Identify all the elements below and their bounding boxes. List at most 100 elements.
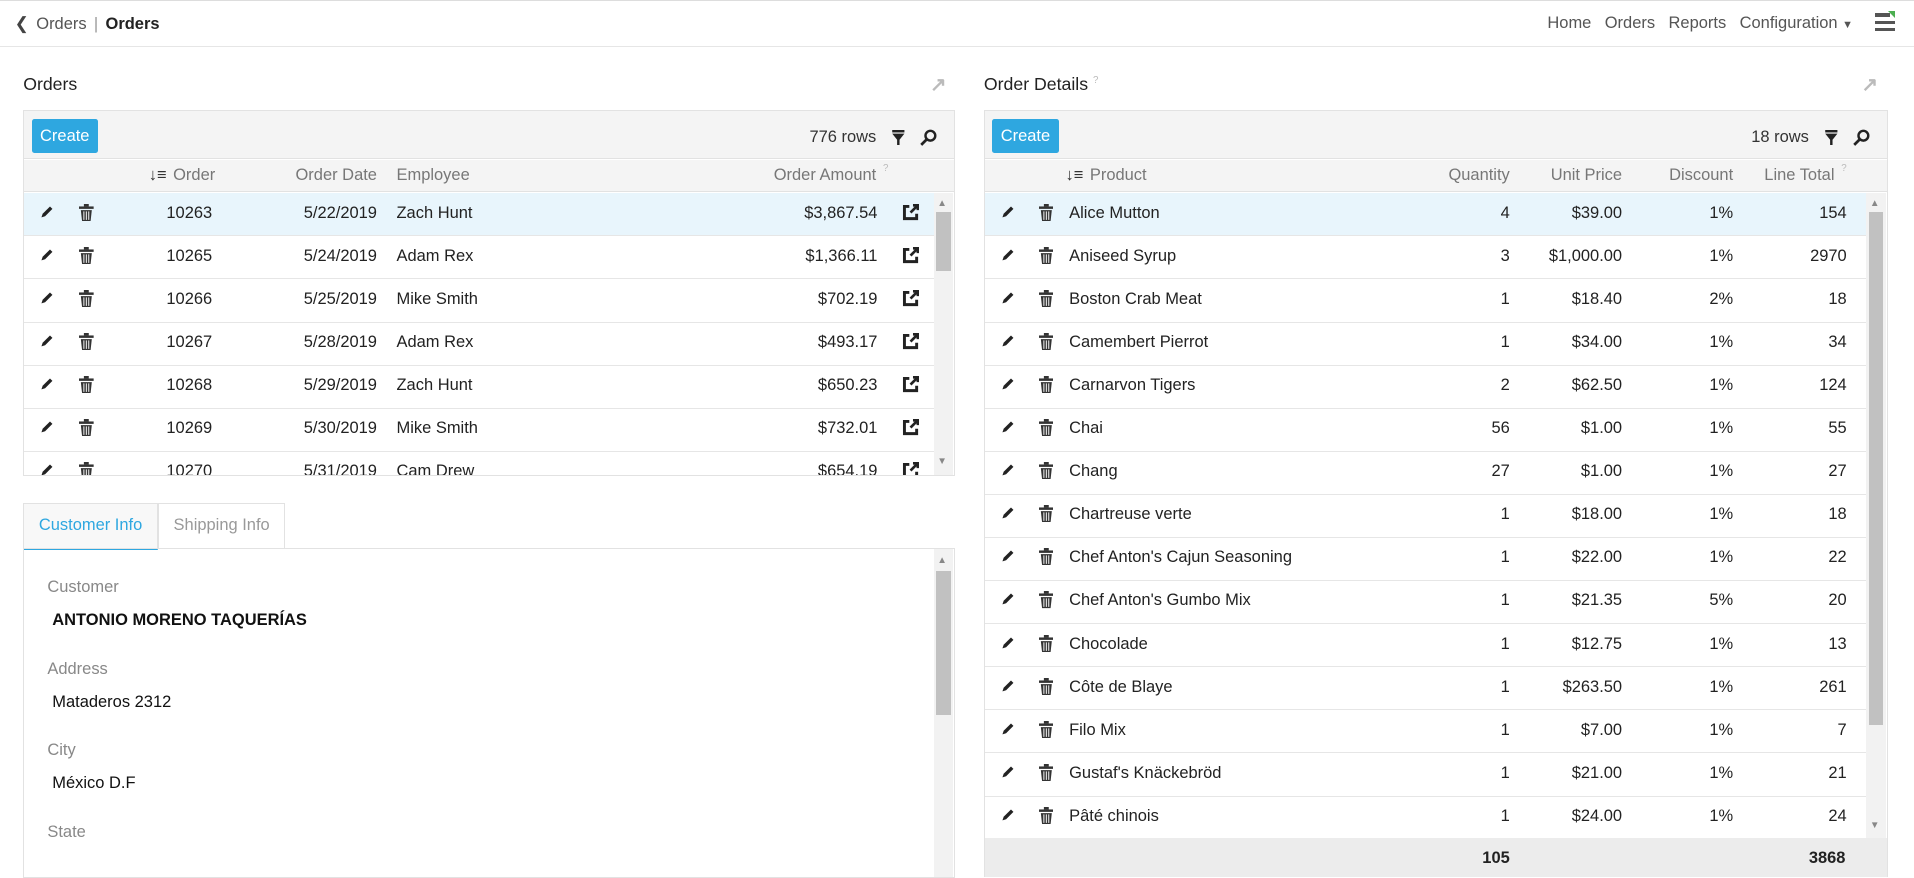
filter-icon[interactable] [891,129,906,146]
delete-icon[interactable] [1038,505,1054,523]
delete-icon[interactable] [1038,806,1054,824]
edit-icon[interactable] [1000,591,1016,607]
edit-icon[interactable] [1000,462,1016,478]
detail-row[interactable]: Gustaf's Knäckebröd 1 $21.00 1% 21 [984,753,1867,797]
delete-icon[interactable] [1038,375,1054,394]
detail-row[interactable]: Chai 56 $1.00 1% 55 [984,408,1867,452]
nav-home[interactable]: Home [1547,14,1592,33]
edit-icon[interactable] [1000,505,1016,521]
col-order-amount[interactable]: Order Amount [773,165,877,184]
nav-orders[interactable]: Orders [1604,14,1656,33]
delete-icon[interactable] [1038,332,1054,350]
delete-icon[interactable] [1038,548,1054,566]
delete-icon[interactable] [1038,203,1054,221]
detail-row[interactable]: Chocolade 1 $12.75 1% 13 [984,624,1867,668]
col-order[interactable]: Order [173,165,216,184]
delete-icon[interactable] [79,246,94,264]
col-product[interactable]: Product [1089,165,1147,184]
help-icon[interactable]: ? [1841,163,1847,175]
delete-icon[interactable] [1038,591,1054,609]
col-discount[interactable]: Discount [1669,165,1734,184]
delete-icon[interactable] [1038,289,1054,307]
delete-icon[interactable] [1038,634,1054,652]
filter-icon[interactable] [1824,129,1839,146]
order-row[interactable]: 10265 5/24/2019 Adam Rex $1,366.11 [24,236,934,280]
delete-icon[interactable] [1038,763,1054,781]
detail-row[interactable]: Pâté chinois 1 $24.00 1% 24 [984,796,1867,840]
open-external-icon[interactable] [902,332,919,350]
col-line-total[interactable]: Line Total [1764,165,1835,184]
detail-row[interactable]: Camembert Pierrot 1 $34.00 1% 34 [984,322,1867,366]
sort-desc-icon[interactable]: ↓≡ [1065,165,1084,184]
create-order-button[interactable]: Create [31,119,98,154]
edit-icon[interactable] [1000,678,1016,694]
order-row[interactable]: 10269 5/30/2019 Mike Smith $732.01 [24,408,934,452]
delete-icon[interactable] [79,332,94,350]
order-row[interactable]: 10263 5/22/2019 Zach Hunt $3,867.54 [24,192,934,237]
delete-icon[interactable] [79,419,94,437]
tab-customer-info[interactable]: Customer Info [23,502,158,550]
help-icon[interactable]: ? [883,163,889,175]
delete-icon[interactable] [1038,419,1054,437]
edit-icon[interactable] [1000,721,1016,737]
edit-icon[interactable] [1000,419,1016,435]
chevron-left-icon[interactable]: ❮ [14,14,29,34]
delete-icon[interactable] [79,375,94,394]
tab-shipping-info[interactable]: Shipping Info [157,502,286,548]
detail-row[interactable]: Chang 27 $1.00 1% 27 [984,451,1867,495]
detail-row[interactable]: Aniseed Syrup 3 $1,000.00 1% 2970 [984,236,1867,280]
edit-icon[interactable] [1000,204,1016,220]
search-icon[interactable] [920,129,937,146]
col-quantity[interactable]: Quantity [1448,165,1510,184]
details-scrollbar[interactable]: ▲ ▼ [1866,192,1886,839]
edit-icon[interactable] [39,376,55,392]
col-order-date[interactable]: Order Date [295,165,377,184]
nav-configuration[interactable]: Configuration ▼ [1740,14,1853,33]
col-unit-price[interactable]: Unit Price [1550,165,1623,184]
hamburger-menu-icon[interactable] [1875,10,1895,33]
create-detail-button[interactable]: Create [992,119,1059,154]
sort-desc-icon[interactable]: ↓≡ [148,165,167,184]
order-row[interactable]: 10270 5/31/2019 Cam Drew $654.19 [24,451,933,475]
nav-reports[interactable]: Reports [1668,14,1727,33]
col-employee[interactable]: Employee [396,165,470,184]
order-row[interactable]: 10267 5/28/2019 Adam Rex $493.17 [24,322,934,366]
edit-icon[interactable] [39,462,55,475]
breadcrumb-parent[interactable]: Orders [36,14,87,33]
delete-icon[interactable] [1038,677,1054,695]
open-external-icon[interactable] [902,203,919,221]
edit-icon[interactable] [39,290,55,306]
delete-icon[interactable] [1038,720,1054,738]
form-scrollbar[interactable]: ▲ [933,549,954,878]
detail-row[interactable]: Côte de Blaye 1 $263.50 1% 261 [984,667,1867,711]
detail-row[interactable]: Chartreuse verte 1 $18.00 1% 18 [984,494,1867,538]
open-external-icon[interactable] [902,462,919,475]
delete-icon[interactable] [1038,246,1054,264]
open-external-icon[interactable] [902,246,919,264]
edit-icon[interactable] [1000,548,1016,564]
open-external-icon[interactable] [902,419,919,436]
search-icon[interactable] [1853,129,1870,146]
detail-row[interactable]: Carnarvon Tigers 2 $62.50 1% 124 [984,365,1867,409]
edit-icon[interactable] [39,204,55,220]
delete-icon[interactable] [79,289,94,307]
edit-icon[interactable] [39,247,55,263]
detail-row[interactable]: Boston Crab Meat 1 $18.40 2% 18 [984,279,1867,323]
edit-icon[interactable] [1000,247,1016,263]
help-icon[interactable]: ? [1093,75,1099,87]
detail-row[interactable]: Chef Anton's Gumbo Mix 1 $21.35 5% 20 [984,580,1867,625]
open-external-icon[interactable] [902,289,919,307]
delete-icon[interactable] [1038,462,1054,480]
detail-row[interactable]: Alice Mutton 4 $39.00 1% 154 [984,192,1867,237]
orders-scrollbar[interactable]: ▲ ▼ [933,192,954,475]
edit-icon[interactable] [1000,333,1016,349]
edit-icon[interactable] [1000,376,1016,392]
edit-icon[interactable] [39,419,55,435]
expand-arrow-icon[interactable]: ↗ [930,74,947,97]
edit-icon[interactable] [1000,807,1016,823]
edit-icon[interactable] [1000,290,1016,306]
expand-arrow-icon[interactable]: ↗ [1861,74,1878,97]
open-external-icon[interactable] [902,375,919,393]
edit-icon[interactable] [39,333,55,349]
detail-row[interactable]: Chef Anton's Cajun Seasoning 1 $22.00 1%… [984,537,1867,582]
